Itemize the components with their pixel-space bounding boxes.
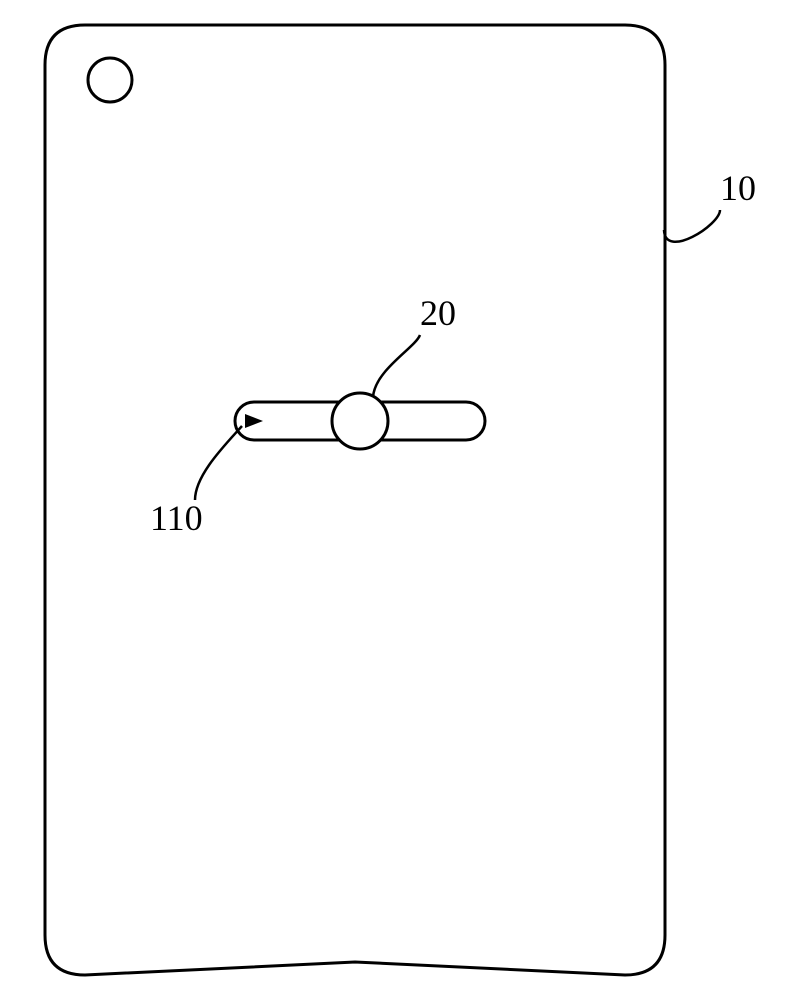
leader-20	[373, 335, 420, 397]
small-circle	[88, 58, 132, 102]
arrowhead-110	[245, 414, 263, 428]
leader-110	[195, 426, 242, 500]
label-10-text: 10	[720, 168, 756, 208]
label-110-text: 110	[150, 498, 203, 538]
center-circle	[332, 393, 388, 449]
leader-10	[664, 210, 720, 242]
technical-diagram: 10 20 110	[0, 0, 798, 1000]
device-body	[45, 25, 665, 975]
label-20-text: 20	[420, 293, 456, 333]
